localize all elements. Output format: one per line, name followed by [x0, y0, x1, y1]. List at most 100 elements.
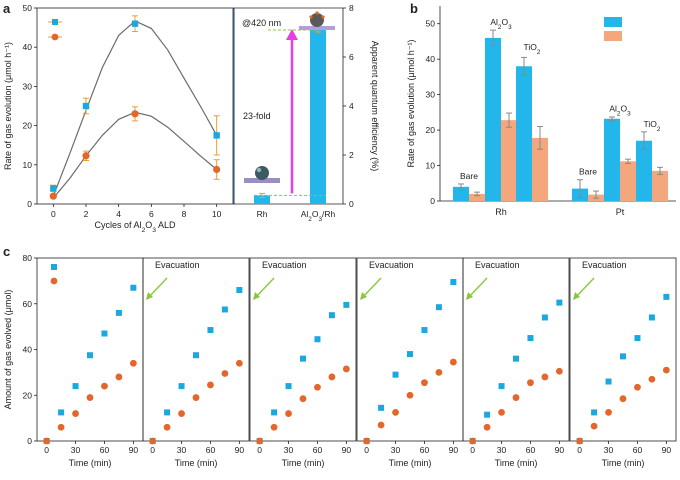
panel-c-y-label: Amount of gas evolved (μmol) [3, 290, 13, 410]
panel-c-point-o2 [377, 421, 385, 429]
panel-c-evacuation-label: Evacuation [155, 260, 200, 270]
panel-c-x-tick-label: 60 [633, 445, 643, 455]
panel-c-point-h2 [556, 299, 563, 306]
coated-substrate-illustration [299, 26, 335, 30]
panel-c-point-o2 [576, 437, 584, 445]
panel-c-point-h2 [407, 351, 413, 358]
panel-b-bar-label-main: Bare [460, 171, 478, 181]
panel-c-x-tick-label: 90 [342, 445, 352, 455]
panel-a2-category-label-main: Rh [257, 209, 268, 219]
panel-a-point-h2 [82, 102, 90, 110]
panel-c-point-o2 [43, 437, 51, 445]
panel-c-x-tick-label: 30 [71, 445, 81, 455]
panel-b-bar-h2 [516, 66, 532, 201]
panel-c-point-h2 [591, 409, 598, 416]
panel-c-evacuation-label: Evacuation [475, 260, 520, 270]
panel-c-point-h2 [178, 383, 185, 390]
panel-a-x-tick-label: 4 [116, 209, 121, 219]
panel-a-point-o2 [213, 165, 221, 174]
panel-c-x-tick-label: 90 [129, 445, 139, 455]
panel-c-point-o2 [662, 366, 670, 374]
panel-b-bar-label-sub: 2 [498, 24, 502, 31]
panel-c-point-o2 [285, 410, 292, 417]
panel-c-point-o2 [178, 410, 185, 417]
panel-a2-y-tick-label: 2 [349, 150, 354, 160]
panel-a2-y-tick-label: 4 [349, 101, 354, 111]
panel-a2-fold-annotation: 23-fold [243, 111, 271, 121]
panel-b-y-tick-label: 10 [426, 161, 436, 171]
panel-a2-increase-arrowhead [286, 29, 298, 41]
panel-c-x-tick-label: 0 [470, 445, 475, 455]
panel-letter-a: a [3, 1, 11, 16]
panel-c-point-o2 [392, 409, 399, 416]
panel-c-point-h2 [435, 304, 442, 311]
panel-b-bar-h2 [636, 140, 652, 201]
panel-b-y-tick-label: 20 [426, 125, 436, 135]
panel-c-point-h2 [207, 327, 214, 334]
panel-b-group-label: Rh [495, 207, 507, 217]
panel-a2-category-label-pre: Al [301, 209, 309, 219]
panel-b-bar-label: TiO2 [644, 119, 661, 133]
panel-c-point-h2 [58, 409, 65, 416]
panel-c-point-h2 [271, 409, 278, 416]
panel-b-group-label: Pt [616, 207, 625, 217]
panel-c-x-label: Time (min) [175, 458, 218, 468]
panel-a2-category-label: Al2O3/Rh [301, 209, 336, 223]
panel-b-bar-h2 [604, 118, 620, 201]
rh-substrate-illustration [244, 178, 280, 183]
panel-b-bar-h2 [485, 37, 501, 202]
panel-b-bar-o2 [652, 170, 668, 201]
panel-b-legend-swatch [604, 17, 622, 27]
panel-c-charts: Amount of gas evolved (μmol) 0 20 40 60 80 0 30… [3, 253, 677, 468]
panel-c-point-h2 [87, 352, 93, 359]
panel-c-point-o2 [256, 437, 264, 445]
rh-particle-illustration [255, 166, 269, 180]
panel-c-point-o2 [512, 394, 520, 401]
panel-a-x-tick-label: 8 [182, 209, 187, 219]
panel-b-bar-label: Al2O3 [490, 17, 512, 31]
panel-a2-category-label: Rh [257, 209, 268, 219]
panel-c-point-o2 [101, 382, 108, 390]
panel-c-point-h2 [343, 301, 350, 308]
panel-b-bar-label-sub: 2 [657, 125, 661, 132]
panel-c-cycle-frame [462, 257, 570, 442]
panel-c-point-o2 [115, 373, 123, 381]
panel-b-bar-h2 [453, 186, 469, 201]
panel-c-cycle-frame [356, 257, 464, 442]
panel-b-bar-label-sub: 2 [537, 48, 541, 55]
panel-a-x-tick-label: 6 [149, 209, 154, 219]
panel-c-point-o2 [541, 373, 549, 381]
panel-c-point-h2 [285, 383, 292, 390]
panel-c-point-o2 [235, 359, 243, 367]
panel-c-point-h2 [378, 404, 385, 411]
panel-c-point-o2 [483, 423, 491, 431]
panel-c-point-o2 [406, 391, 414, 399]
panel-c-point-h2 [115, 309, 122, 316]
panel-c-x-tick-label: 0 [577, 445, 582, 455]
panel-c-x-tick-label: 60 [526, 445, 536, 455]
panel-a-y-tick-label: 20 [23, 121, 33, 131]
panel-c-evacuation-arrow [254, 277, 275, 299]
panel-c-point-o2 [86, 394, 94, 401]
panel-c-point-h2 [450, 279, 457, 286]
panel-b-y-tick-label: 50 [426, 19, 436, 29]
panel-a-x-tick-label: 2 [84, 209, 89, 219]
panel-c-point-h2 [648, 314, 655, 321]
panel-c-point-h2 [300, 355, 306, 362]
panel-c-x-tick-label: 30 [284, 445, 294, 455]
panel-a-fit-curve-O2 [52, 111, 218, 199]
panel-a-y-tick-label: 30 [23, 81, 33, 91]
panel-a-legend-marker-o2 [51, 33, 59, 41]
panel-c-x-tick-label: 60 [206, 445, 216, 455]
panel-a-y-tick-label: 0 [27, 199, 32, 209]
panel-b-bar-o2 [532, 137, 548, 201]
panel-a2-category-label-mid: O [312, 209, 319, 219]
panel-c-x-tick-label: 0 [364, 445, 369, 455]
panel-a-frame [36, 7, 234, 205]
panel-c-x-label: Time (min) [282, 458, 325, 468]
panel-c-point-o2 [299, 395, 307, 403]
panel-a-point-o2 [82, 152, 90, 160]
panel-a-aqe-chart: 0 2 4 6 8 Apparent quantum efficiency (%) Rh Al… [233, 3, 380, 223]
panel-c-point-o2 [435, 368, 443, 376]
panel-a-x-label-sub: 2 [141, 227, 145, 234]
